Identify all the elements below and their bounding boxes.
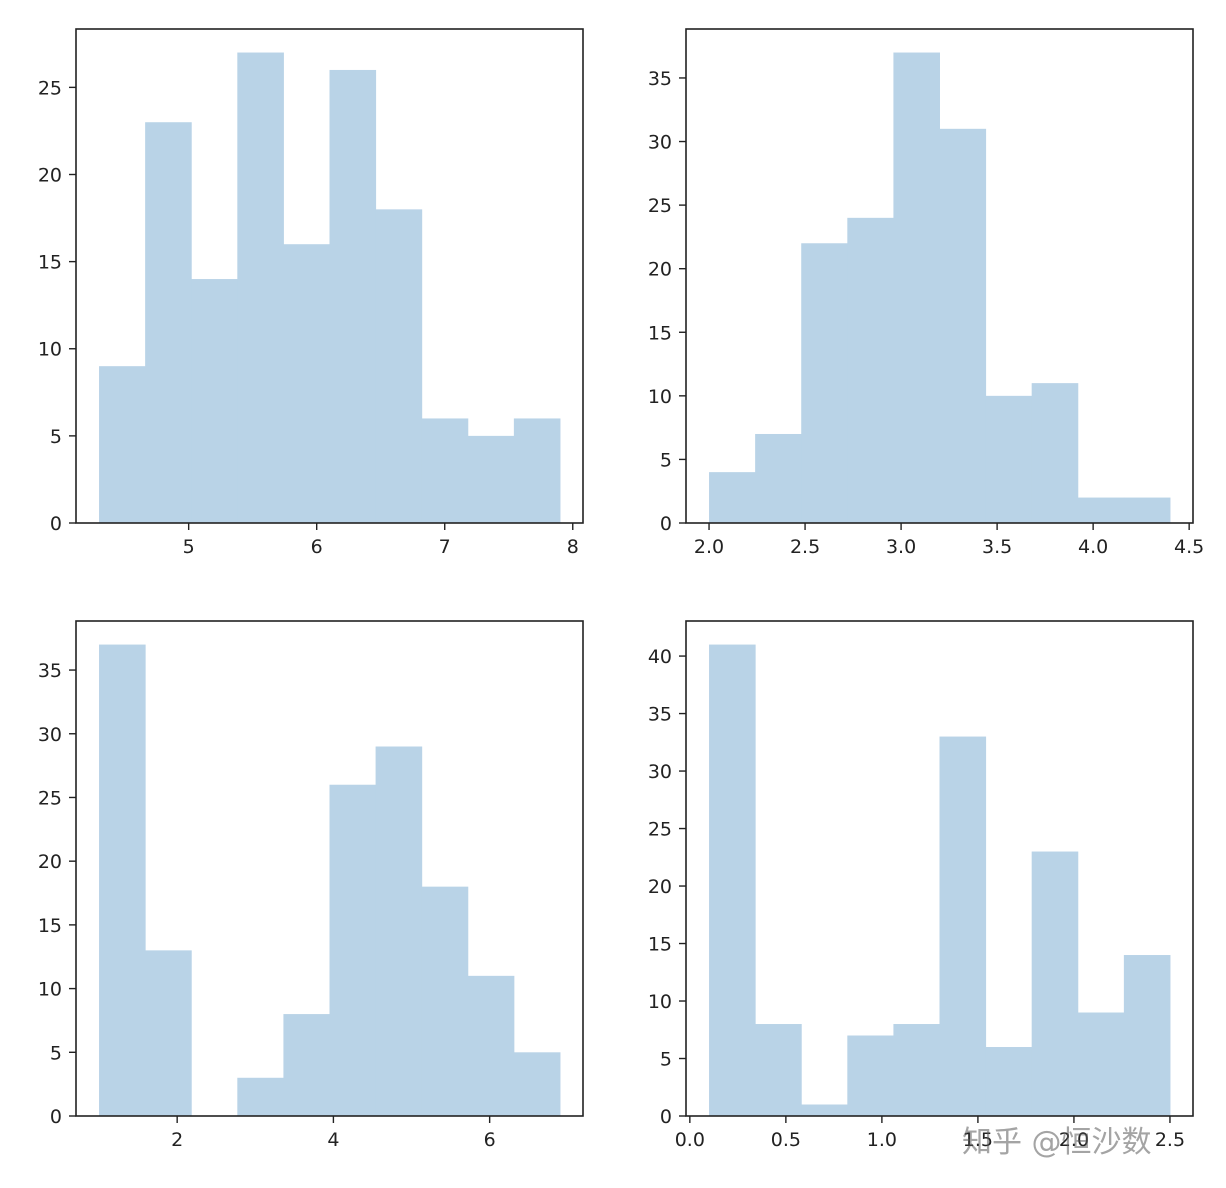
- y-tick-label: 40: [648, 646, 672, 668]
- histogram-bar: [283, 1014, 330, 1116]
- histogram-bottom-left: 2 4 6 0 5 10 15 20 25 30 35: [38, 620, 584, 1151]
- x-tick-label: 2.5: [1155, 1129, 1185, 1151]
- y-tick-label: 0: [50, 1106, 62, 1128]
- axes-frame: [685, 28, 1194, 524]
- axes-frame: [685, 620, 1194, 1117]
- x-tick-label: 2.5: [790, 536, 820, 558]
- y-tick-label: 5: [50, 426, 62, 448]
- histogram-bar: [237, 52, 284, 524]
- histogram-bar: [985, 1047, 1033, 1116]
- histogram-bar: [893, 52, 940, 524]
- histogram-bar: [145, 950, 192, 1116]
- histogram-bar: [283, 244, 330, 524]
- y-tick-label: 15: [38, 915, 62, 937]
- histogram-bar: [99, 366, 146, 523]
- histogram-bar: [939, 128, 987, 523]
- histogram-bar: [467, 975, 515, 1116]
- x-tick-label: 2.0: [694, 536, 724, 558]
- x-tick-label: 2: [171, 1129, 183, 1151]
- y-tick-label: 0: [50, 513, 62, 535]
- y-tick-label: 20: [648, 259, 672, 281]
- y-tick-label: 25: [648, 819, 672, 841]
- histogram-bar: [329, 69, 377, 523]
- y-tick-label: 10: [38, 339, 62, 361]
- y-tick-label: 30: [648, 132, 672, 154]
- x-tick-label: 1.5: [963, 1129, 993, 1151]
- y-tick-label: 30: [38, 724, 62, 746]
- x-tick-label: 4.0: [1078, 536, 1108, 558]
- histogram-bar: [939, 736, 987, 1116]
- histogram-bar: [191, 279, 238, 523]
- histogram-bar: [1077, 1012, 1125, 1116]
- x-tick-label: 1.0: [867, 1129, 897, 1151]
- histogram-bar: [709, 472, 756, 523]
- histogram-bar: [1031, 851, 1079, 1116]
- y-tick-label: 20: [648, 876, 672, 898]
- histogram-bar: [709, 644, 756, 1116]
- histogram-bar: [801, 1104, 848, 1116]
- histogram-bar: [329, 784, 377, 1116]
- histogram-bar: [1123, 497, 1171, 523]
- histogram-bar: [985, 395, 1033, 523]
- histogram-bar: [375, 746, 423, 1116]
- histogram-bar: [1077, 497, 1125, 523]
- histogram-bar: [801, 243, 848, 524]
- y-tick-label: 35: [648, 704, 672, 726]
- y-tick-label: 10: [648, 991, 672, 1013]
- x-tick-label: 3.5: [982, 536, 1012, 558]
- x-tick-label: 6: [311, 536, 323, 558]
- axes-frame: [75, 28, 584, 524]
- histogram-top-right: 2.0 2.5 3.0 3.5 4.0 4.5 0 5 10 15 20 25 30 35: [648, 28, 1204, 558]
- y-tick-label: 5: [660, 1049, 672, 1071]
- x-tick-label: 8: [567, 536, 579, 558]
- histogram-bar: [513, 418, 561, 523]
- y-tick-label: 0: [660, 1106, 672, 1128]
- histogram-bottom-right: 0.0 0.5 1.0 1.5 2.0 2.5 0 5 10 15 20 25 30 35 40: [648, 620, 1194, 1151]
- x-tick-label: 0.5: [771, 1129, 801, 1151]
- histogram-bar: [755, 1024, 802, 1116]
- histogram-bar: [237, 1077, 284, 1116]
- x-tick-label: 5: [183, 536, 195, 558]
- y-tick-label: 10: [648, 386, 672, 408]
- y-tick-label: 10: [38, 979, 62, 1001]
- watermark-text: 知乎 @恒沙数: [962, 1125, 1152, 1160]
- x-tick-label: 7: [439, 536, 451, 558]
- y-tick-label: 25: [648, 195, 672, 217]
- histogram-bar: [375, 209, 423, 523]
- histogram-bar: [99, 644, 146, 1116]
- y-tick-label: 0: [660, 513, 672, 535]
- histogram-bar: [893, 1024, 940, 1116]
- histogram-bar: [513, 1052, 561, 1116]
- histogram-bar: [145, 122, 192, 523]
- y-tick-label: 25: [38, 787, 62, 809]
- histogram-bar: [847, 217, 894, 524]
- y-tick-label: 15: [38, 252, 62, 274]
- histogram-bar: [755, 433, 802, 523]
- y-tick-label: 35: [38, 660, 62, 682]
- y-tick-label: 20: [38, 164, 62, 186]
- x-tick-label: 0.0: [675, 1129, 705, 1151]
- x-tick-label: 2.0: [1059, 1129, 1089, 1151]
- histogram-bar: [467, 435, 515, 523]
- y-tick-label: 15: [648, 322, 672, 344]
- x-tick-label: 3.0: [886, 536, 916, 558]
- histogram-bar: [1031, 383, 1079, 523]
- histogram-bar: [421, 418, 469, 523]
- axes-frame: [75, 620, 584, 1117]
- y-tick-label: 15: [648, 934, 672, 956]
- histogram-bar: [847, 1035, 894, 1116]
- histogram-bar: [421, 886, 469, 1116]
- y-tick-label: 30: [648, 761, 672, 783]
- y-tick-label: 5: [50, 1042, 62, 1064]
- x-tick-label: 4.5: [1174, 536, 1204, 558]
- x-tick-label: 4: [327, 1129, 339, 1151]
- y-tick-label: 25: [38, 77, 62, 99]
- y-tick-label: 20: [38, 851, 62, 873]
- x-tick-label: 6: [484, 1129, 496, 1151]
- y-tick-label: 35: [648, 68, 672, 90]
- histogram-top-left: 5 6 7 8 0 5 10 15 20 25: [38, 28, 584, 558]
- histogram-bar: [1123, 955, 1171, 1116]
- y-tick-label: 5: [660, 449, 672, 471]
